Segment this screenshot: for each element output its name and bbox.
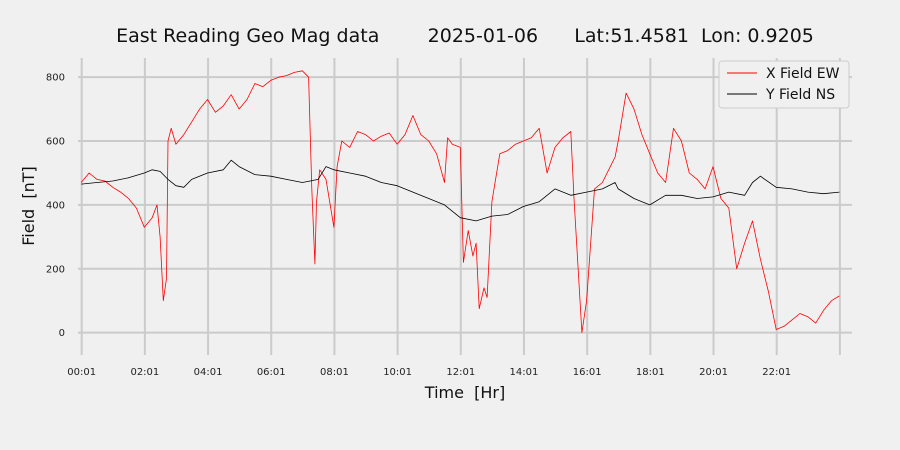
x-tick-label: 04:01: [194, 367, 223, 378]
y-tick-label: 0: [59, 328, 65, 339]
x-tick-label: 10:01: [383, 367, 412, 378]
legend-label-x-field-ew: X Field EW: [766, 66, 840, 82]
x-tick-label: 18:01: [636, 367, 665, 378]
x-tick-label: 16:01: [573, 367, 602, 378]
x-tick-label: 22:01: [762, 367, 791, 378]
x-tick-label: 08:01: [320, 367, 349, 378]
y-tick-label: 600: [46, 137, 65, 148]
x-tick-label: 12:01: [446, 367, 475, 378]
y-axis-title: Field [nT]: [19, 166, 38, 246]
y-tick-label: 400: [46, 200, 65, 211]
tick-layer: 0 200 400 600 800 00:01 02:01 04:01 06:01 08:01 10…: [46, 73, 791, 378]
chart-title: East Reading Geo Mag data 2025-01-06 Lat…: [116, 25, 814, 47]
legend-label-y-field-ns: Y Field NS: [765, 87, 835, 103]
series-layer: [80, 70, 840, 334]
series-line-y-field-ns: [81, 159, 840, 222]
y-tick-label: 800: [46, 73, 65, 84]
x-tick-label: 14:01: [510, 367, 539, 378]
x-tick-label: 06:01: [257, 367, 286, 378]
grid-layer: [78, 58, 852, 355]
series-line-x-field-ew: [80, 70, 840, 334]
legend: X Field EW Y Field NS: [718, 60, 850, 109]
x-tick-label: 00:01: [67, 367, 96, 378]
x-tick-label: 20:01: [699, 367, 728, 378]
x-tick-label: 02:01: [130, 367, 159, 378]
y-tick-label: 200: [46, 264, 65, 275]
x-axis-title: Time [Hr]: [424, 383, 505, 402]
